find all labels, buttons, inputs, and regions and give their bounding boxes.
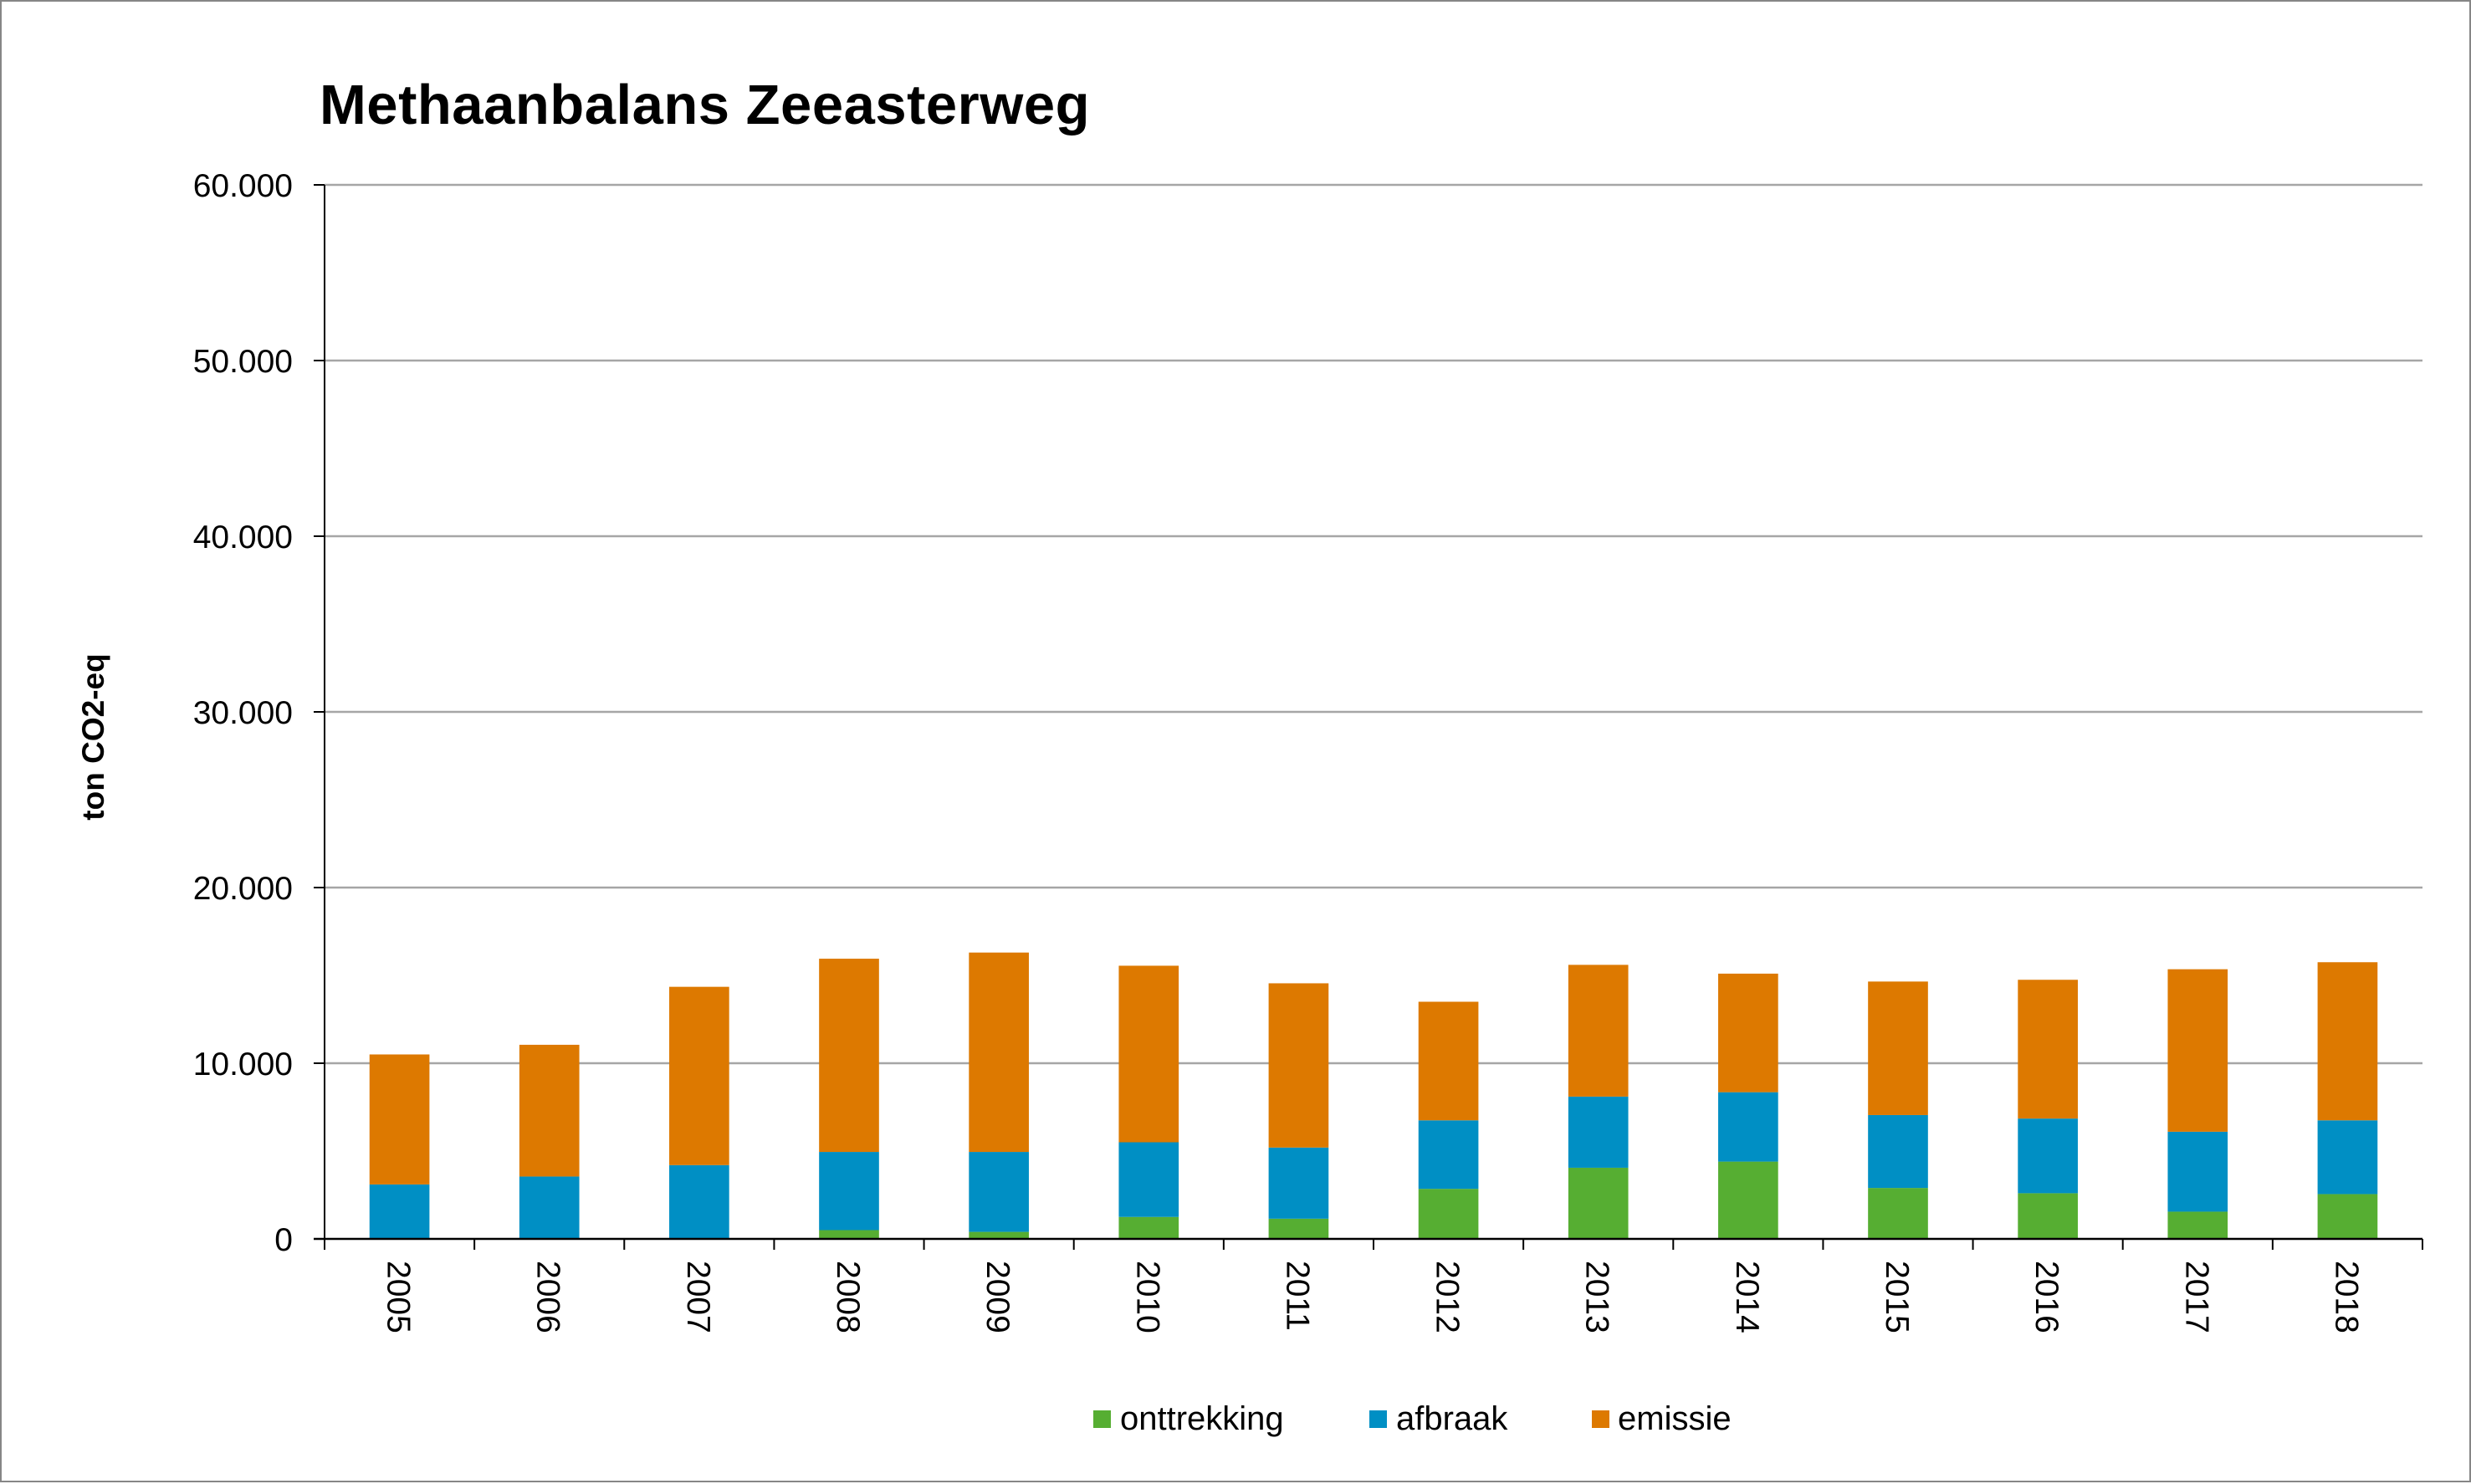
bar-stack-2012 bbox=[1418, 1001, 1479, 1239]
bar-afbraak-2005 bbox=[369, 1184, 430, 1239]
y-tick-label: 30.000 bbox=[193, 695, 293, 731]
bar-emissie-2012 bbox=[1418, 1001, 1479, 1121]
bar-onttrekking-2017 bbox=[2167, 1211, 2228, 1239]
x-tick-label: 2014 bbox=[1729, 1261, 1765, 1333]
bar-stack-2017 bbox=[2167, 969, 2228, 1239]
bar-stack-2011 bbox=[1268, 983, 1329, 1239]
legend-label: emissie bbox=[1618, 1400, 1732, 1437]
bar-emissie-2017 bbox=[2167, 969, 2228, 1132]
bar-afbraak-2013 bbox=[1568, 1096, 1629, 1168]
x-tick-label: 2015 bbox=[1879, 1261, 1915, 1333]
y-tick-label: 10.000 bbox=[193, 1046, 293, 1082]
bar-onttrekking-2016 bbox=[2018, 1193, 2078, 1239]
bar-emissie-2006 bbox=[519, 1044, 580, 1177]
y-tick-label: 60.000 bbox=[193, 168, 293, 204]
bar-stack-2016 bbox=[2018, 980, 2078, 1239]
bars bbox=[369, 952, 2378, 1239]
bar-stack-2009 bbox=[969, 952, 1029, 1239]
bar-afbraak-2006 bbox=[519, 1176, 580, 1239]
bar-emissie-2005 bbox=[369, 1054, 430, 1185]
bar-afbraak-2012 bbox=[1418, 1120, 1479, 1190]
bar-emissie-2015 bbox=[1868, 981, 1928, 1115]
bar-onttrekking-2009 bbox=[969, 1231, 1029, 1239]
x-tick-label: 2005 bbox=[381, 1261, 417, 1333]
bar-afbraak-2009 bbox=[969, 1152, 1029, 1232]
bar-emissie-2014 bbox=[1718, 973, 1778, 1093]
bar-emissie-2013 bbox=[1568, 965, 1629, 1097]
bar-stack-2018 bbox=[2317, 962, 2378, 1239]
bar-emissie-2016 bbox=[2018, 980, 2078, 1119]
legend-item-afbraak: afbraak bbox=[1369, 1400, 1508, 1437]
bar-onttrekking-2010 bbox=[1118, 1216, 1179, 1239]
x-tick-label: 2011 bbox=[1279, 1261, 1315, 1331]
bar-stack-2005 bbox=[369, 1054, 430, 1239]
x-tick-label: 2009 bbox=[980, 1261, 1016, 1333]
bar-afbraak-2018 bbox=[2317, 1120, 2378, 1195]
bar-onttrekking-2015 bbox=[1868, 1188, 1928, 1239]
legend-swatch bbox=[1592, 1410, 1609, 1428]
bar-emissie-2018 bbox=[2317, 962, 2378, 1121]
bar-onttrekking-2013 bbox=[1568, 1167, 1629, 1239]
chart-title: Methaanbalans Zeeasterweg bbox=[320, 74, 1090, 136]
x-tick-label: 2008 bbox=[830, 1261, 866, 1333]
y-tick-label: 50.000 bbox=[193, 344, 293, 380]
bar-afbraak-2016 bbox=[2018, 1118, 2078, 1194]
x-tick-label: 2010 bbox=[1129, 1261, 1165, 1333]
bar-stack-2014 bbox=[1718, 973, 1778, 1239]
bar-afbraak-2007 bbox=[669, 1164, 729, 1239]
bar-emissie-2009 bbox=[969, 952, 1029, 1153]
y-tick-labels: 0 10.000 20.000 30.000 40.000 50.000 60.000 bbox=[193, 168, 293, 1258]
y-tick-label: 0 bbox=[274, 1222, 293, 1258]
bar-afbraak-2011 bbox=[1268, 1147, 1329, 1219]
x-tick-label: 2007 bbox=[680, 1261, 716, 1333]
bar-stack-2008 bbox=[819, 959, 879, 1239]
legend-swatch bbox=[1093, 1410, 1111, 1428]
legend-swatch bbox=[1369, 1410, 1387, 1428]
bar-stack-2006 bbox=[519, 1044, 580, 1239]
x-tick-label: 2012 bbox=[1430, 1261, 1466, 1333]
bar-stack-2010 bbox=[1118, 965, 1179, 1239]
bar-afbraak-2008 bbox=[819, 1152, 879, 1231]
legend-item-emissie: emissie bbox=[1592, 1400, 1732, 1437]
axes bbox=[314, 184, 2423, 1250]
bar-emissie-2008 bbox=[819, 959, 879, 1153]
x-tick-label: 2006 bbox=[530, 1261, 566, 1333]
x-tick-label: 2013 bbox=[1579, 1261, 1615, 1333]
x-tick-label: 2017 bbox=[2178, 1261, 2214, 1333]
bar-onttrekking-2014 bbox=[1718, 1161, 1778, 1239]
bar-afbraak-2017 bbox=[2167, 1131, 2228, 1212]
bar-onttrekking-2012 bbox=[1418, 1189, 1479, 1239]
y-axis-label: ton CO2-eq bbox=[76, 653, 110, 820]
x-tick-label: 2016 bbox=[2028, 1261, 2064, 1333]
legend: onttrekking afbraak emissie bbox=[1093, 1400, 1732, 1437]
y-tick-label: 20.000 bbox=[193, 871, 293, 907]
y-tick-label: 40.000 bbox=[193, 519, 293, 555]
bar-afbraak-2014 bbox=[1718, 1092, 1778, 1162]
x-tick-label: 2018 bbox=[2328, 1261, 2364, 1333]
bar-emissie-2007 bbox=[669, 986, 729, 1165]
bar-afbraak-2015 bbox=[1868, 1114, 1928, 1189]
legend-label: onttrekking bbox=[1120, 1400, 1284, 1437]
legend-label: afbraak bbox=[1396, 1400, 1508, 1437]
bar-stack-2007 bbox=[669, 986, 729, 1239]
bar-afbraak-2010 bbox=[1118, 1142, 1179, 1217]
bar-onttrekking-2018 bbox=[2317, 1194, 2378, 1239]
bar-emissie-2010 bbox=[1118, 965, 1179, 1143]
gridlines bbox=[325, 183, 2422, 1065]
bar-stack-2015 bbox=[1868, 981, 1928, 1239]
bar-onttrekking-2008 bbox=[819, 1230, 879, 1239]
x-tick-labels: 2005 2006 2007 2008 2009 2010 2011 2012 2013 2014… bbox=[381, 1261, 2365, 1333]
bar-stack-2013 bbox=[1568, 965, 1629, 1239]
legend-item-onttrekking: onttrekking bbox=[1093, 1400, 1284, 1437]
bar-emissie-2011 bbox=[1268, 983, 1329, 1148]
bar-onttrekking-2011 bbox=[1268, 1218, 1329, 1239]
